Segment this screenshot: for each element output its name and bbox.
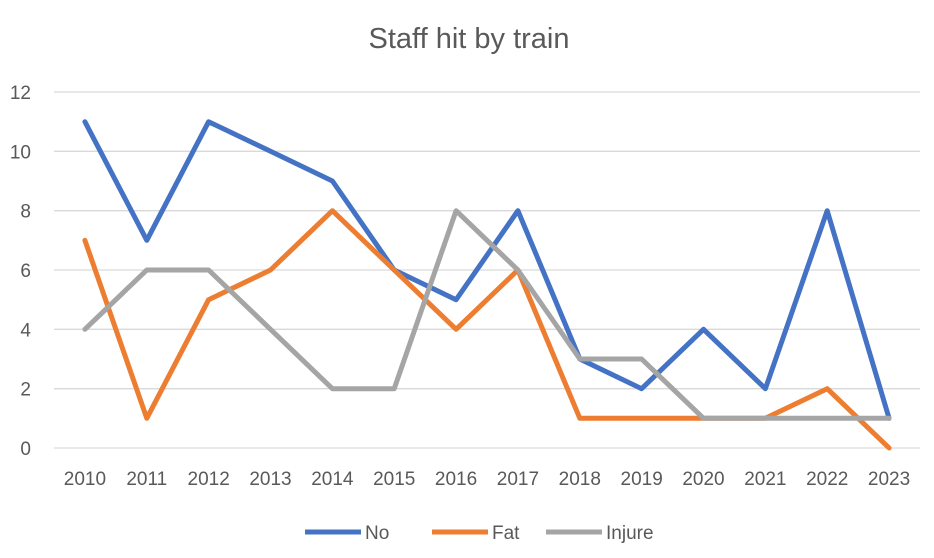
x-tick-label: 2012 [188,469,230,490]
x-tick-label: 2017 [497,469,539,490]
x-tick-label: 2010 [64,469,106,490]
x-tick-label: 2015 [373,469,415,490]
series-line-injure [82,208,892,421]
series-lines [82,119,892,451]
x-tick-label: 2014 [311,469,354,490]
legend-label-injure: Injure [606,523,654,544]
x-tick-label: 2013 [249,469,291,490]
legend: No Fat Injure [305,523,654,544]
legend-label-fat: Fat [492,523,520,544]
x-tick-label: 2020 [682,469,724,490]
y-tick-label: 12 [10,83,31,104]
y-tick-label: 4 [20,320,31,341]
y-axis-ticks: 0 2 4 6 8 10 12 [10,83,32,460]
x-tick-label: 2016 [435,469,477,490]
x-tick-label: 2022 [806,469,848,490]
x-tick-label: 2023 [868,469,910,490]
chart-title: Staff hit by train [369,23,570,55]
y-tick-label: 2 [20,380,31,401]
y-tick-label: 10 [10,142,31,163]
series-line-no [82,119,892,421]
y-tick-label: 6 [20,261,31,282]
x-axis-ticks: 2010 2011 2012 2013 2014 2015 2016 2017 2018 2019… [64,469,910,490]
x-tick-label: 2018 [559,469,601,490]
x-tick-label: 2011 [126,469,167,490]
x-tick-label: 2021 [744,469,786,490]
legend-label-no: No [365,523,389,544]
y-tick-label: 8 [20,202,31,223]
x-tick-label: 2019 [621,469,663,490]
y-tick-label: 0 [20,439,31,460]
